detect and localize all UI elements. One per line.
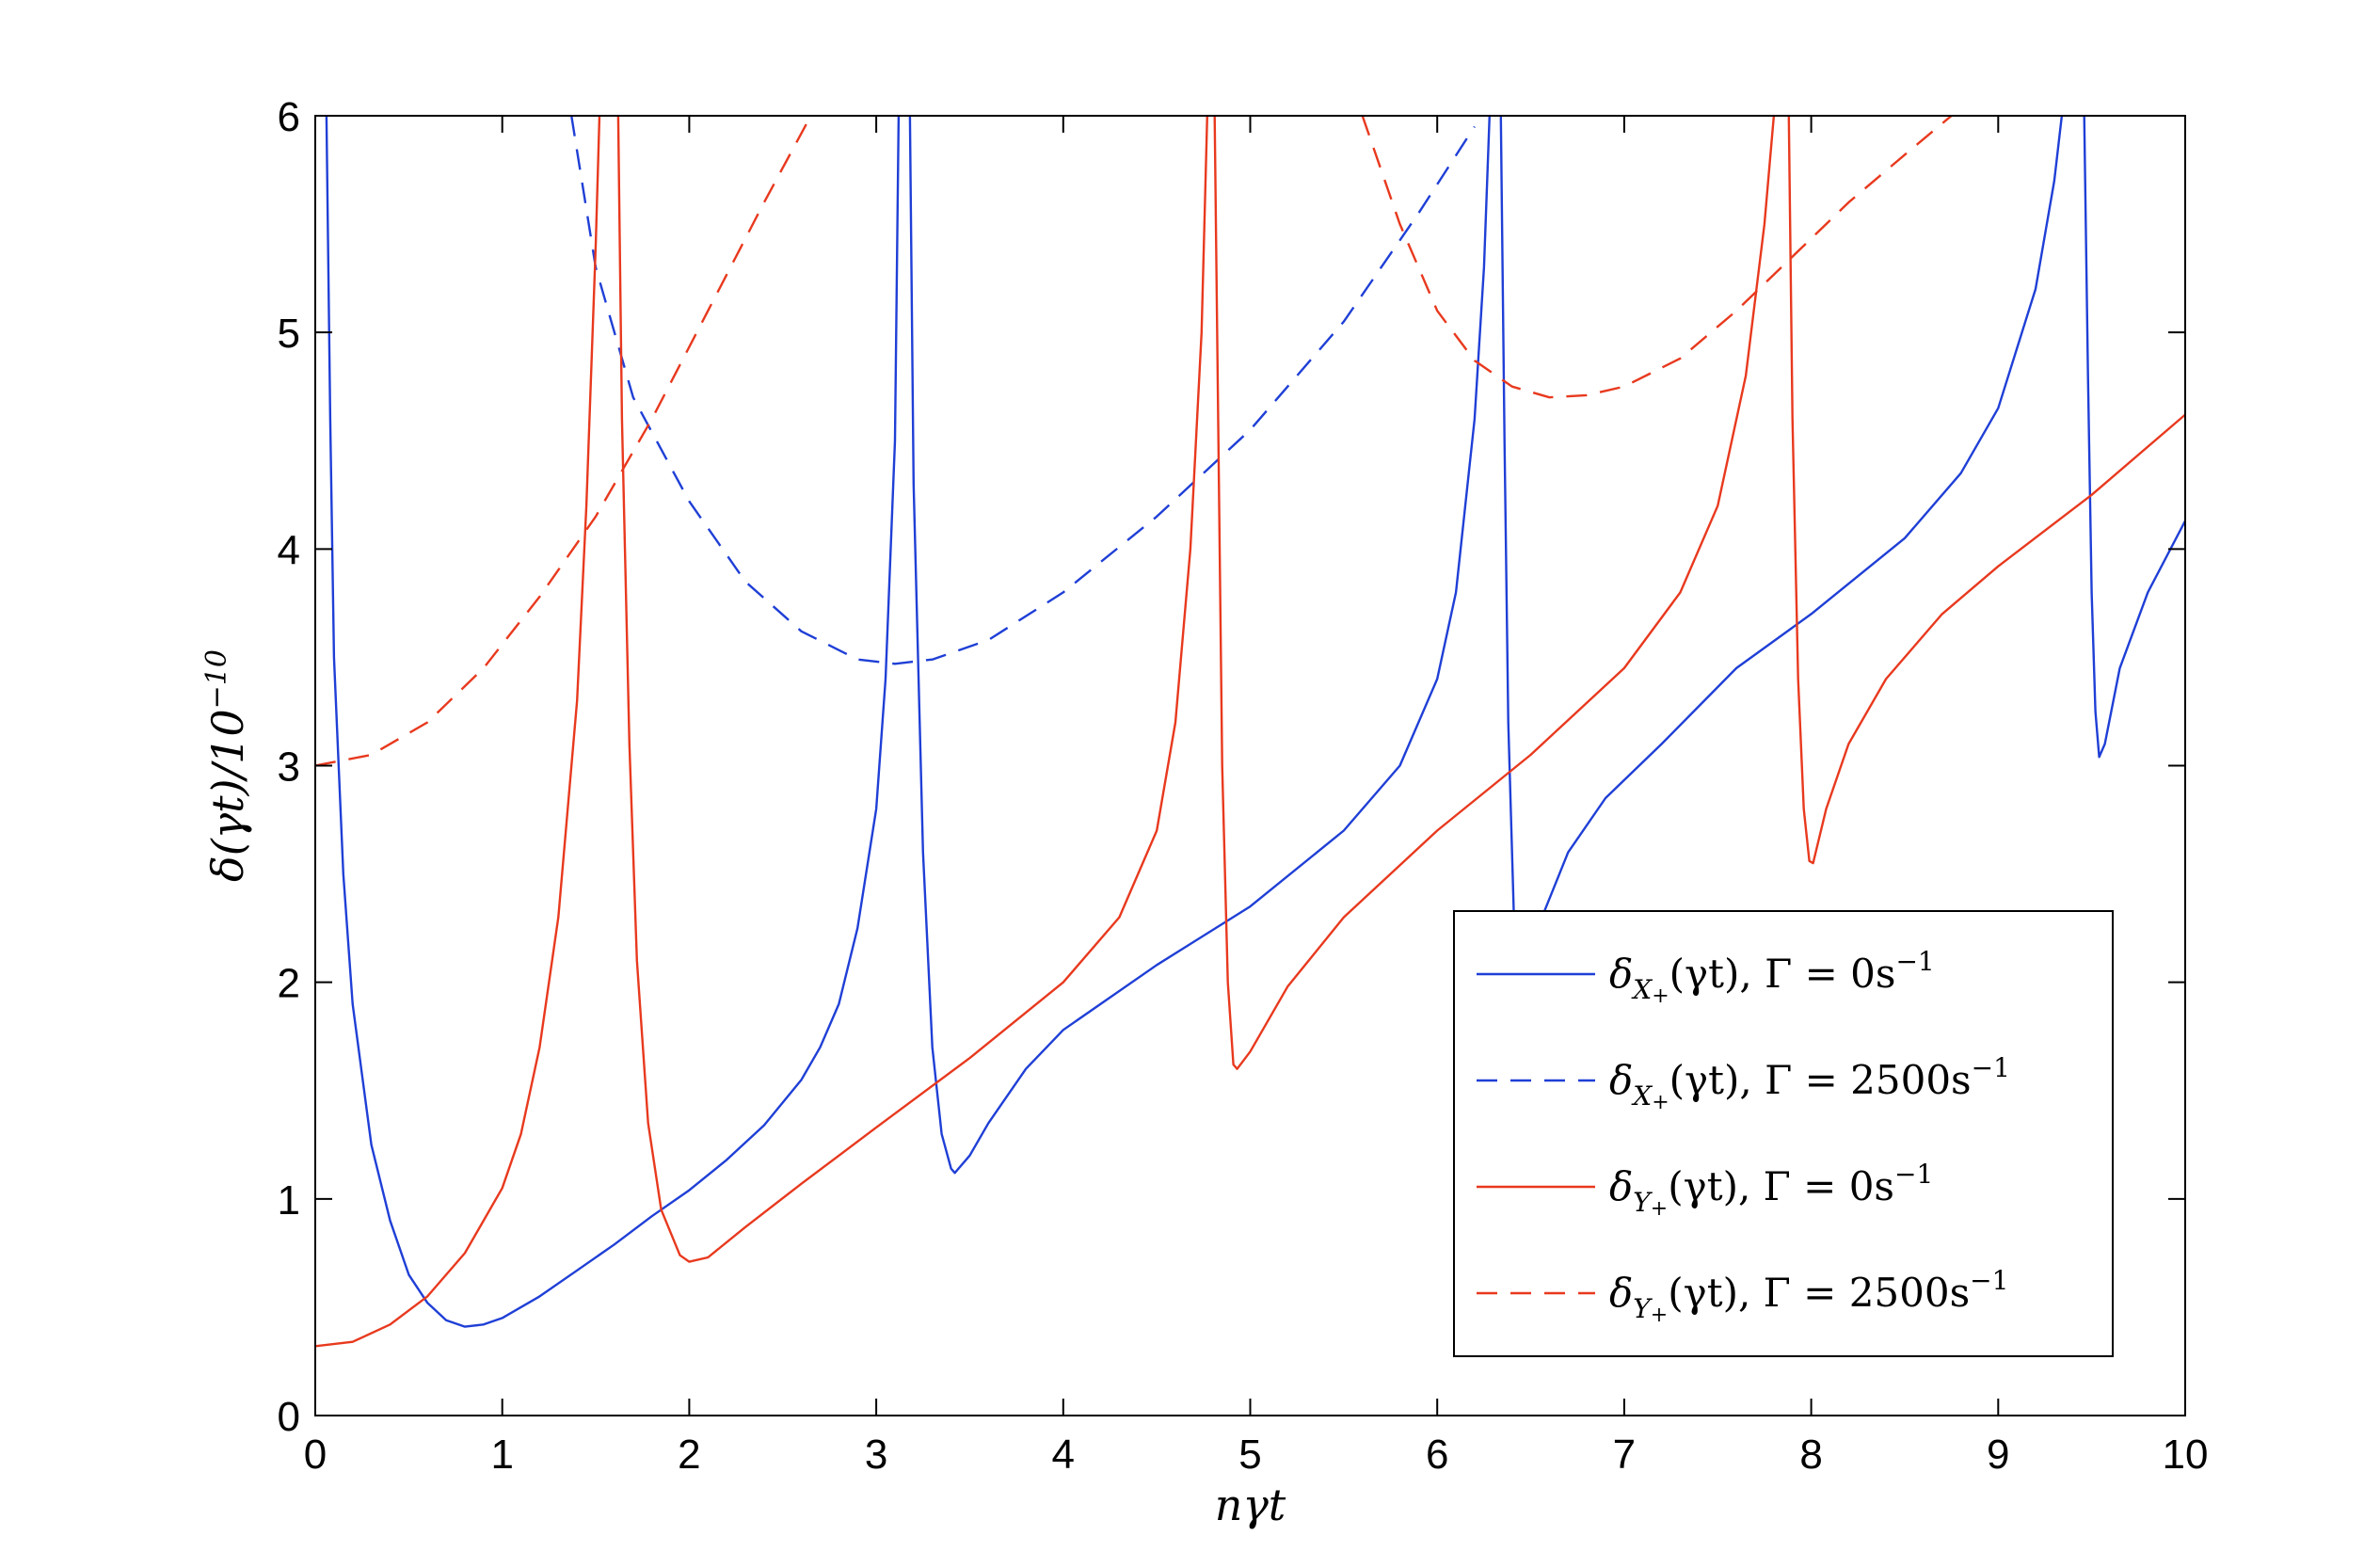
legend-label-2: δX+(γt), Γ = 2500s−1 [1609,1052,2010,1114]
x-tick-label: 0 [304,1432,327,1478]
x-tick-label: 2 [678,1432,700,1478]
x-tick-label: 1 [490,1432,513,1478]
y-tick-label: 3 [278,744,300,791]
series-line-3-segment-2 [616,116,1208,1263]
series-line-1-segment-5 [2083,116,2185,759]
x-tick-label: 7 [1613,1432,1636,1478]
series-line-1-segment-3 [1499,116,1515,918]
series-line-1-segment-2 [908,116,1491,1175]
x-tick-label: 5 [1238,1432,1261,1478]
y-tick-label: 2 [278,961,300,1007]
legend-label-1: δX+(γt), Γ = 0s−1 [1609,946,1935,1008]
x-axis-label: nγt [1215,1480,1286,1530]
x-tick-label: 10 [2163,1432,2209,1478]
y-tick-label: 6 [278,94,300,140]
y-axis-label-exponent: −10 [200,649,233,709]
legend: δX+(γt), Γ = 0s−1 δX+(γt), Γ = 2500s−1 δY+… [1453,910,2114,1357]
legend-label-3: δY+(γt), Γ = 0s−1 [1609,1159,1933,1221]
y-tick-label: 5 [278,311,300,357]
series-line-4-segment-1 [315,116,812,767]
series-line-4-segment-2 [1361,116,1953,399]
x-tick-label: 9 [1987,1432,2009,1478]
x-tick-label: 4 [1052,1432,1075,1478]
y-axis-label: δ(γt)/10−10 [200,649,253,882]
plot-area [315,116,2185,1348]
legend-label-4: δY+(γt), Γ = 2500s−1 [1609,1265,2008,1327]
y-tick-label: 4 [278,527,300,573]
series-line-3-segment-1 [315,116,601,1348]
series-line-2-segment-1 [570,116,1476,665]
series-line-1-segment-1 [325,116,901,1328]
legend-box [1453,910,2114,1357]
y-tick-label: 1 [278,1177,300,1224]
y-tick-label: 0 [278,1394,300,1440]
series-line-3-segment-3 [1213,116,1776,1070]
series-line-3-segment-4 [1787,116,2185,865]
x-tick-label: 8 [1799,1432,1822,1478]
axes: 0 1 2 3 4 5 6 7 8 9 10 0 1 2 3 4 5 6 [278,94,2209,1478]
series-line-1-segment-4 [1541,116,2064,919]
x-tick-label: 3 [865,1432,887,1478]
x-tick-label: 6 [1426,1432,1448,1478]
